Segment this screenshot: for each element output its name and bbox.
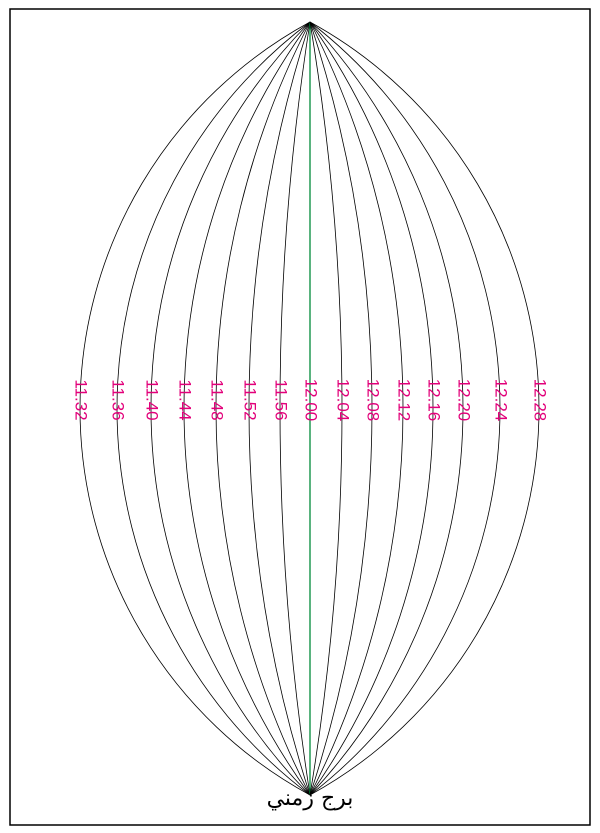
time-label: 12.12 <box>395 379 414 422</box>
time-label: 12.24 <box>492 379 511 422</box>
time-label: 12.04 <box>334 379 353 422</box>
time-label: 12.16 <box>425 379 444 422</box>
hour-curve <box>309 21 464 796</box>
hour-curve <box>116 21 311 796</box>
hour-curve <box>79 21 311 796</box>
time-label: 11.48 <box>208 379 227 420</box>
hour-curve <box>309 21 501 796</box>
time-label: 11.52 <box>241 379 260 420</box>
time-label: 11.40 <box>143 379 162 420</box>
hour-curve <box>309 21 404 796</box>
hour-curve <box>215 21 311 796</box>
hour-curve <box>309 21 434 796</box>
time-label: 11.36 <box>109 379 128 420</box>
hour-curve <box>248 21 311 796</box>
time-label: 12.20 <box>455 379 474 422</box>
hour-curve <box>183 21 311 796</box>
hour-curve <box>150 21 311 796</box>
hour-curve <box>309 21 540 796</box>
time-label: 11.56 <box>272 379 291 420</box>
frame <box>9 8 591 826</box>
time-label: 12.08 <box>364 379 383 422</box>
time-label: 12.28 <box>531 379 550 422</box>
time-label: 11.44 <box>176 379 195 420</box>
time-label: 11.32 <box>72 379 91 420</box>
time-label: 12.00 <box>302 379 321 422</box>
hour-curve <box>279 21 311 796</box>
